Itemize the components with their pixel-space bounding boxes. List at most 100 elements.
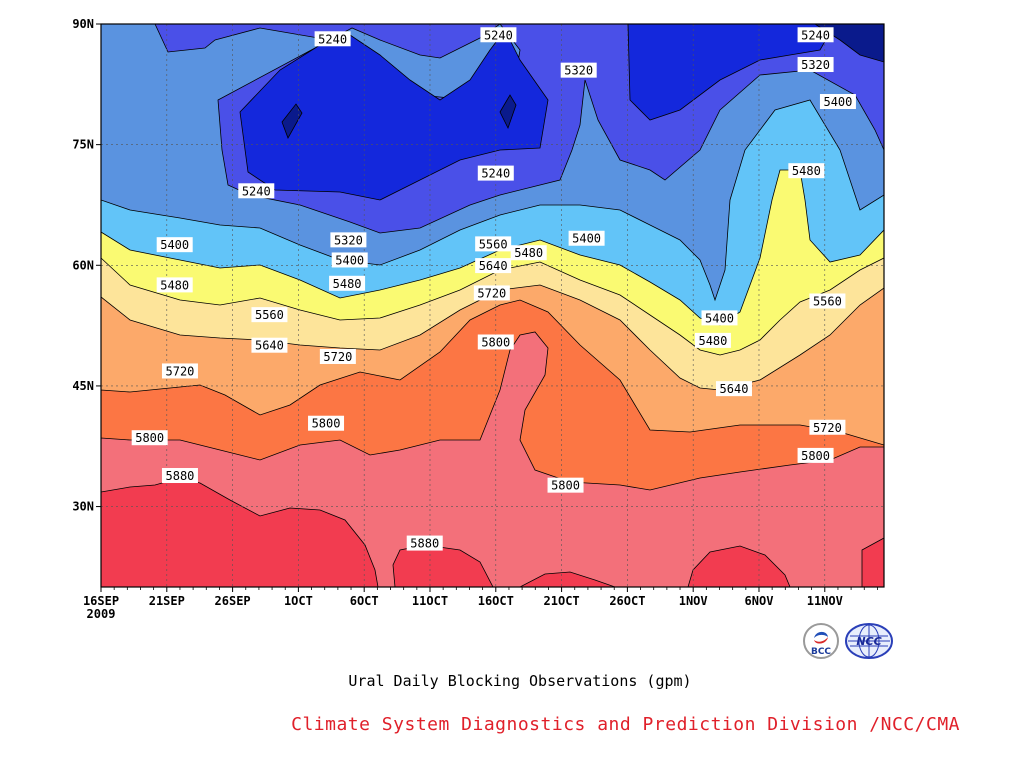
x-axis: 16SEP 21SEP 26SEP 1OCT 6OCT 11OCT 16OCT 21OCT 26… (83, 587, 878, 621)
contour-label: 5480 (788, 163, 825, 179)
contour-label: 5800 (477, 334, 514, 350)
contour-label: 5560 (809, 293, 846, 309)
contour-label: 5560 (251, 307, 288, 323)
contour-label-text: 5320 (564, 64, 593, 78)
contour-label: 5800 (797, 447, 834, 463)
grid-lines (101, 24, 884, 587)
plot-frame (100, 23, 885, 588)
y-tick-label: 90N (72, 17, 94, 31)
contour-label-text: 5480 (698, 334, 727, 348)
ncc-logo-text: NCC (856, 635, 881, 648)
contour-label-text: 5320 (334, 233, 363, 247)
contour-label-text: 5800 (481, 335, 510, 349)
y-tick-label: 30N (72, 500, 94, 514)
contour-label: 5240 (314, 31, 351, 47)
fill-below-5240 (281, 103, 303, 139)
contour-label: 5240 (238, 183, 275, 199)
contour-label: 5400 (568, 230, 605, 246)
contour-label-text: 5640 (479, 259, 508, 273)
contour-label-text: 5640 (720, 382, 749, 396)
chart-title: Ural Daily Blocking Observations (gpm) (348, 672, 692, 690)
contour-label: 5320 (330, 232, 367, 248)
contour-label: 5480 (510, 245, 547, 261)
x-year-label: 2009 (87, 607, 116, 621)
contour-label-text: 5400 (335, 253, 364, 267)
x-tick-label: 26OCT (609, 594, 645, 608)
contour-label-text: 5800 (312, 417, 341, 431)
contour-label: 5240 (477, 165, 514, 181)
x-tick-label: 1OCT (284, 594, 313, 608)
x-tick-label: 16OCT (478, 594, 514, 608)
contour-label-text: 5800 (801, 449, 830, 463)
contour-label: 5640 (251, 337, 288, 353)
contour-label: 5800 (547, 477, 584, 493)
contour-label-text: 5400 (705, 311, 734, 325)
contour-label: 5400 (331, 252, 368, 268)
contour-label: 5400 (701, 310, 738, 326)
x-tick-label: 21SEP (149, 594, 185, 608)
contour-label: 5720 (319, 348, 356, 364)
contour-label: 5640 (715, 381, 752, 397)
contour-label: 5800 (131, 430, 168, 446)
contour-label-text: 5720 (477, 286, 506, 300)
contour-label: 5240 (797, 27, 834, 43)
contour-label-text: 5720 (166, 364, 195, 378)
x-tick-label: 16SEP (83, 594, 119, 608)
contour-label: 5640 (475, 258, 512, 274)
y-tick-label: 45N (72, 379, 94, 393)
contour-label-text: 5400 (572, 232, 601, 246)
contour-label-text: 5640 (255, 339, 284, 353)
contour-label-text: 5240 (481, 167, 510, 181)
y-tick-label: 75N (72, 138, 94, 152)
fill-above-5880 (519, 571, 616, 587)
contour-label: 5480 (694, 332, 731, 348)
contour-labels: 5240 5240 5320 5240 5320 5400 5480 5240 5240 5400… (131, 27, 856, 551)
ncc-logo: NCC (844, 622, 894, 664)
x-tick-label: 6NOV (745, 594, 774, 608)
contour-label: 5240 (480, 27, 517, 43)
contour-fills (101, 24, 884, 587)
fill-5240 (239, 29, 549, 201)
contour-label-text: 5480 (514, 246, 543, 260)
contour-label-text: 5400 (160, 238, 189, 252)
contour-label-text: 5240 (484, 28, 513, 42)
contour-plot: 90N 75N 60N 45N 30N 16SEP 21SEP 26SEP 1OCT 6OCT 1… (72, 17, 885, 621)
contour-label-text: 5240 (242, 184, 271, 198)
contour-label-text: 5480 (792, 164, 821, 178)
credit-line: Climate System Diagnostics and Predictio… (291, 714, 960, 735)
contour-label-text: 5480 (333, 277, 362, 291)
contour-label: 5400 (819, 94, 856, 110)
x-tick-label: 21OCT (544, 594, 580, 608)
contour-label-text: 5480 (160, 278, 189, 292)
x-tick-label: 1NOV (679, 594, 708, 608)
contour-label: 5320 (797, 57, 834, 73)
fill-above-5880 (861, 537, 884, 587)
contour-label-text: 5880 (410, 537, 439, 551)
x-tick-label: 6OCT (350, 594, 379, 608)
fill-above-5880 (687, 545, 791, 587)
x-tick-label: 11NOV (807, 594, 843, 608)
x-tick-label: 26SEP (215, 594, 251, 608)
contour-label: 5720 (809, 419, 846, 435)
bcc-logo-text: BCC (811, 647, 831, 657)
contour-label: 5480 (156, 277, 193, 293)
contour-label-text: 5320 (801, 58, 830, 72)
contour-label: 5480 (329, 275, 366, 291)
contour-label: 5720 (473, 285, 510, 301)
contour-label-text: 5240 (801, 28, 830, 42)
contour-label-text: 5560 (479, 237, 508, 251)
contour-label-text: 5240 (318, 32, 347, 46)
contour-label-text: 5800 (135, 431, 164, 445)
contour-label: 5400 (156, 237, 193, 253)
contour-label: 5800 (308, 415, 345, 431)
contour-label: 5880 (406, 535, 443, 551)
contour-label: 5560 (475, 236, 512, 252)
contour-label: 5320 (560, 62, 597, 78)
y-axis: 90N 75N 60N 45N 30N (72, 17, 101, 514)
contour-label-text: 5560 (813, 294, 842, 308)
fill-below-5240 (499, 94, 517, 130)
contour-label-text: 5800 (551, 479, 580, 493)
y-tick-label: 60N (72, 258, 94, 272)
contour-label: 5720 (161, 363, 198, 379)
fill-5240-5320 (154, 24, 501, 59)
